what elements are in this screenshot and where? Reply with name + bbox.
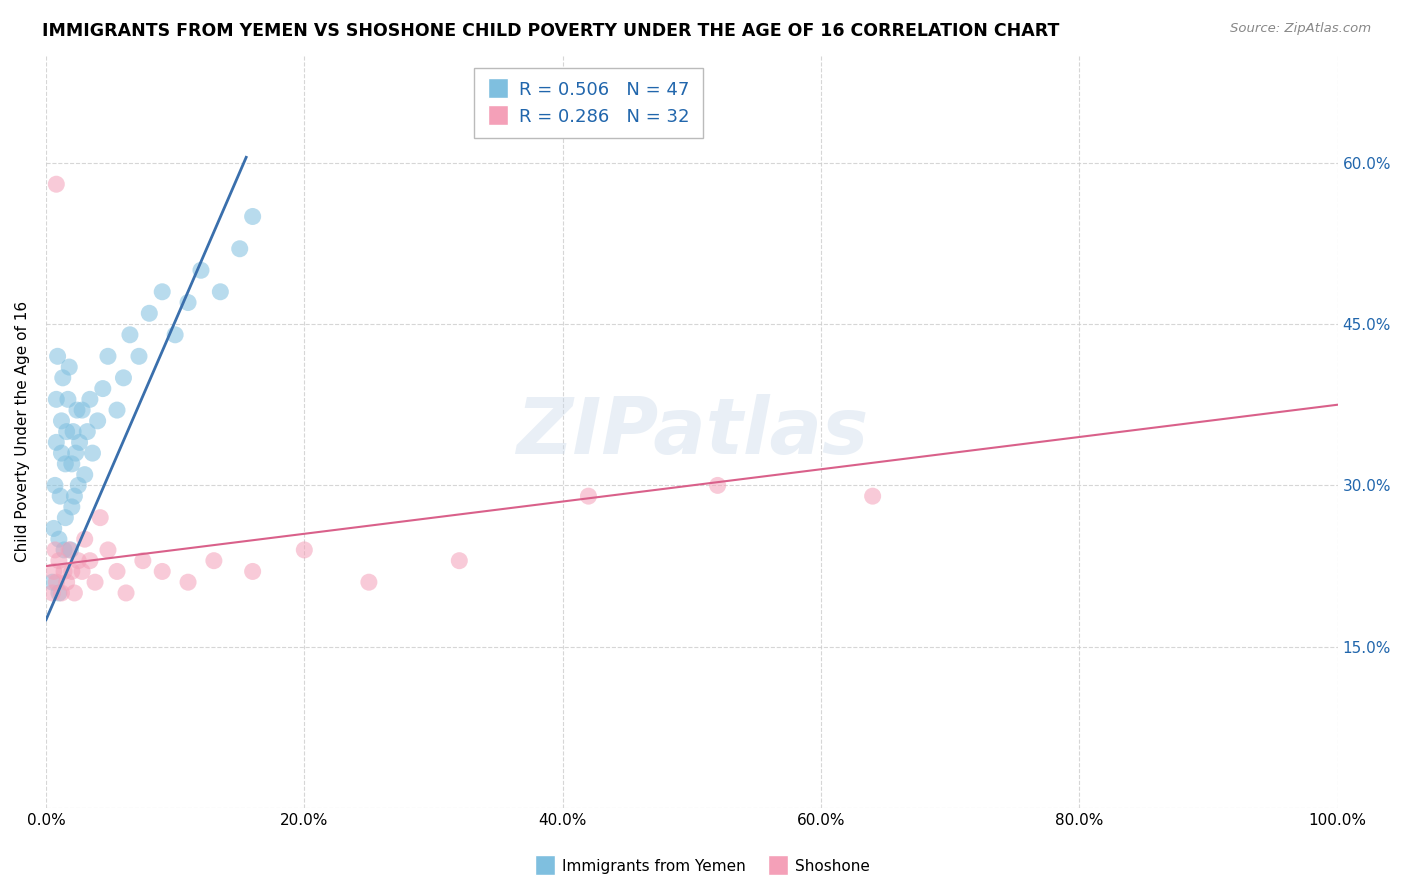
Point [357, 575, 380, 590]
Point [70, 403, 93, 417]
Point [60, 565, 83, 579]
Point [70, 565, 93, 579]
Point [62, 425, 84, 439]
Point [115, 586, 138, 600]
Y-axis label: Child Poverty Under the Age of 16: Child Poverty Under the Age of 16 [15, 301, 30, 562]
Point [132, 554, 155, 568]
Point [51, 586, 73, 600]
Point [56, 392, 79, 407]
Point [63, 586, 86, 600]
Text: ZIPatlas: ZIPatlas [516, 393, 868, 469]
Point [58, 360, 80, 375]
Point [79, 392, 101, 407]
Point [177, 295, 200, 310]
Point [63, 489, 86, 503]
Point [58, 543, 80, 558]
Point [76, 425, 98, 439]
Legend: R = 0.506   N = 47, R = 0.286   N = 32: R = 0.506 N = 47, R = 0.286 N = 32 [474, 68, 703, 138]
Point [228, 242, 250, 256]
Point [209, 285, 232, 299]
Point [67, 478, 90, 492]
Point [150, 565, 173, 579]
Point [190, 263, 212, 277]
Point [79, 554, 101, 568]
Point [42, 565, 65, 579]
Point [97, 543, 120, 558]
Point [53, 565, 76, 579]
Point [105, 565, 128, 579]
Point [41, 586, 63, 600]
Point [128, 349, 150, 363]
Point [67, 554, 90, 568]
Point [862, 489, 884, 503]
Point [60, 500, 83, 514]
Point [51, 414, 73, 428]
Point [292, 543, 315, 558]
Point [41, 575, 63, 590]
Point [42, 521, 65, 535]
Point [177, 575, 200, 590]
Point [73, 532, 96, 546]
Point [105, 403, 128, 417]
Point [91, 382, 114, 396]
Point [53, 543, 76, 558]
Point [52, 371, 75, 385]
Point [65, 446, 87, 460]
Point [44, 543, 66, 558]
Point [112, 371, 135, 385]
Point [449, 554, 471, 568]
Point [53, 510, 76, 524]
Point [45, 435, 67, 450]
Point [66, 403, 89, 417]
Point [45, 575, 67, 590]
Point [59, 543, 82, 558]
Point [55, 425, 77, 439]
Point [97, 349, 120, 363]
Point [49, 489, 72, 503]
Point [150, 285, 173, 299]
Point [45, 178, 67, 192]
Point [51, 446, 73, 460]
Text: Source: ZipAtlas.com: Source: ZipAtlas.com [1230, 22, 1371, 36]
Legend: Immigrants from Yemen, Shoshone: Immigrants from Yemen, Shoshone [530, 853, 876, 880]
Point [118, 327, 141, 342]
Point [86, 414, 108, 428]
Point [44, 478, 66, 492]
Point [48, 532, 70, 546]
Point [202, 554, 225, 568]
Point [48, 554, 70, 568]
Point [46, 349, 69, 363]
Point [84, 575, 107, 590]
Point [69, 435, 91, 450]
Point [48, 586, 70, 600]
Point [73, 467, 96, 482]
Point [82, 446, 104, 460]
Point [138, 306, 160, 320]
Point [89, 510, 111, 524]
Point [53, 457, 76, 471]
Point [165, 327, 187, 342]
Point [242, 565, 264, 579]
Point [242, 210, 264, 224]
Text: IMMIGRANTS FROM YEMEN VS SHOSHONE CHILD POVERTY UNDER THE AGE OF 16 CORRELATION : IMMIGRANTS FROM YEMEN VS SHOSHONE CHILD … [42, 22, 1060, 40]
Point [578, 489, 600, 503]
Point [60, 457, 83, 471]
Point [706, 478, 728, 492]
Point [45, 392, 67, 407]
Point [55, 575, 77, 590]
